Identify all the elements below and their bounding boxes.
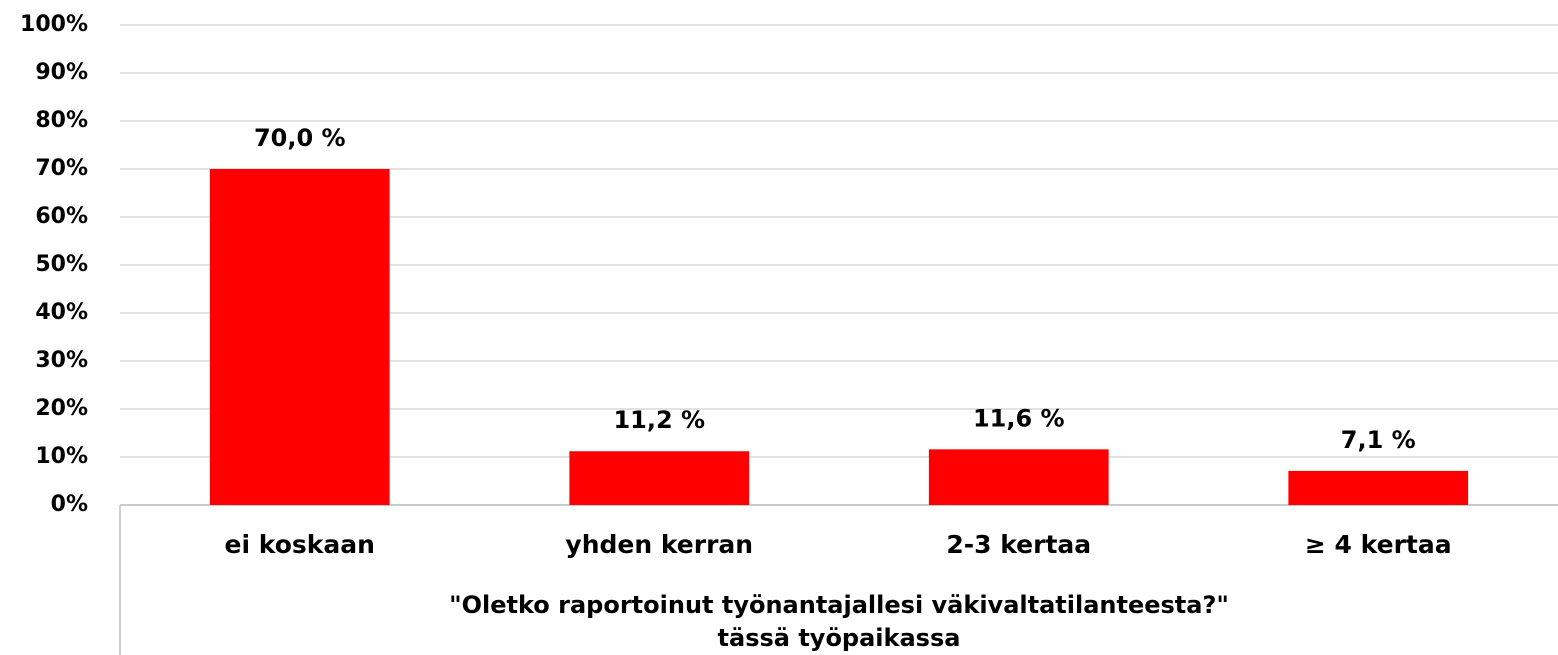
y-tick-label: 40% [35, 300, 88, 325]
y-tick-label: 20% [35, 396, 88, 421]
bar [928, 449, 1109, 505]
y-tick-label: 80% [35, 108, 88, 133]
y-tick-label: 100% [20, 12, 88, 37]
x-axis-title: "Oletko raportoinut työnantajallesi väki… [449, 591, 1229, 619]
y-tick-label: 90% [35, 60, 88, 85]
value-label: 11,6 % [973, 404, 1065, 432]
y-tick-label: 70% [35, 156, 88, 181]
x-tick-label: 2-3 kertaa [946, 530, 1091, 559]
x-axis-title: tässä työpaikassa [718, 624, 961, 652]
bar [569, 451, 750, 505]
bar [1288, 470, 1469, 505]
value-label: 70,0 % [254, 124, 346, 152]
x-tick-label: yhden kerran [565, 530, 753, 559]
x-tick-label: ≥ 4 kertaa [1305, 530, 1452, 559]
value-label: 7,1 % [1341, 426, 1416, 454]
y-tick-label: 30% [35, 348, 88, 373]
y-tick-label: 10% [35, 444, 88, 469]
value-label: 11,2 % [613, 406, 705, 434]
y-tick-label: 60% [35, 204, 88, 229]
y-tick-label: 0% [51, 492, 88, 517]
y-tick-label: 50% [35, 252, 88, 277]
x-tick-label: ei koskaan [225, 530, 375, 559]
bar [209, 169, 390, 505]
